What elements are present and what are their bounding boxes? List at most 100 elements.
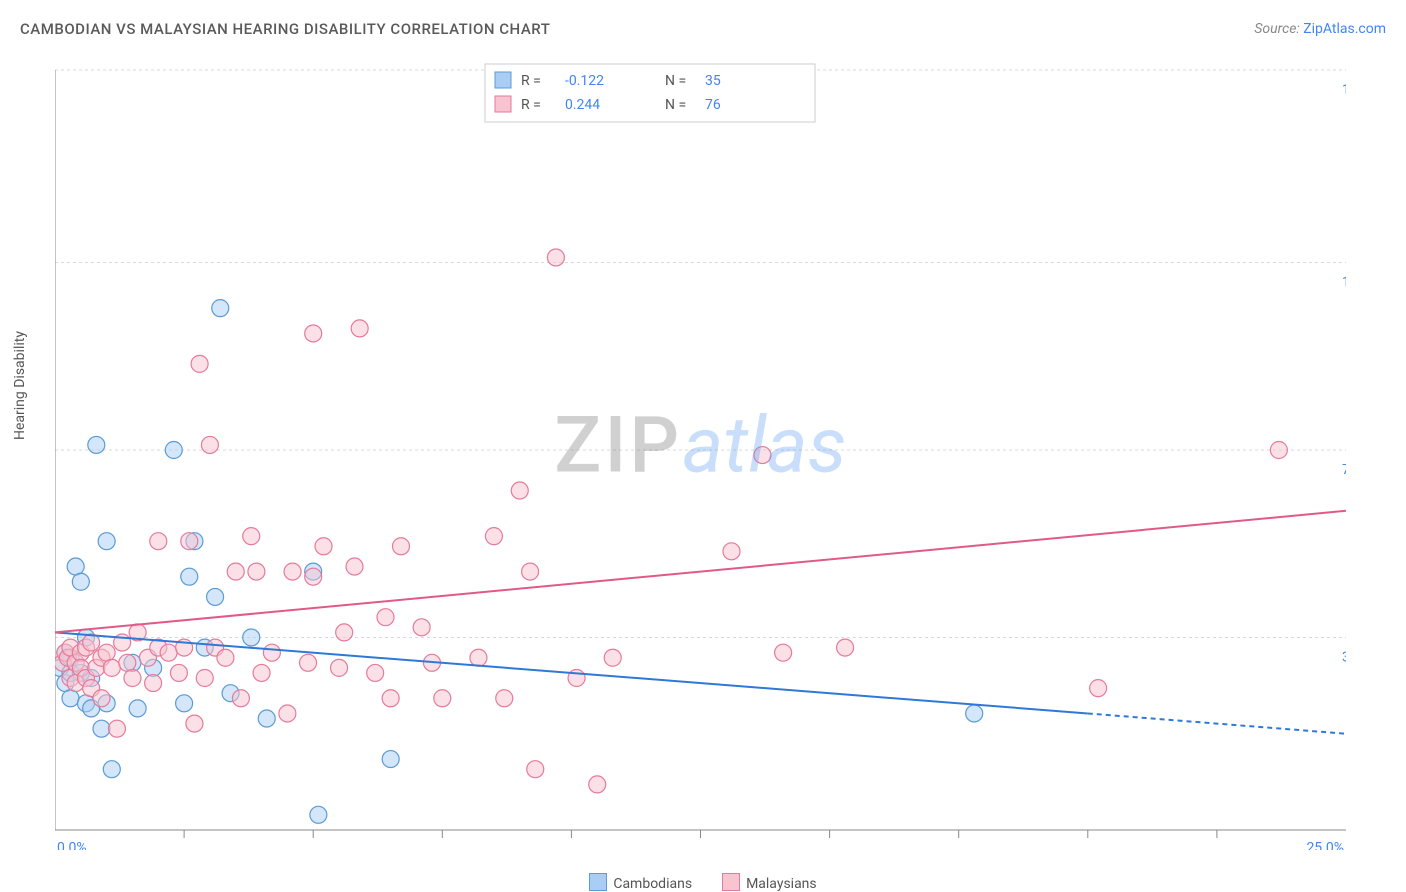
scatter-point — [243, 629, 260, 646]
scatter-point — [217, 649, 234, 666]
scatter-point — [98, 644, 115, 661]
scatter-point — [88, 436, 105, 453]
legend-r-label: R = — [521, 73, 541, 89]
scatter-point — [331, 659, 348, 676]
scatter-point — [336, 624, 353, 641]
scatter-point — [253, 664, 270, 681]
scatter-point — [1270, 442, 1287, 459]
scatter-point — [367, 664, 384, 681]
chart-area: ZIPatlas 3.8%7.5%11.2%15.0%0.0%25.0%R =-… — [55, 60, 1346, 850]
scatter-point — [279, 705, 296, 722]
scatter-point — [108, 720, 125, 737]
scatter-point — [72, 573, 89, 590]
scatter-point — [196, 670, 213, 687]
svg-text:7.5%: 7.5% — [1342, 462, 1346, 478]
trend-line-extrapolated — [1088, 713, 1346, 733]
legend-r-value: -0.122 — [565, 73, 604, 89]
scatter-point — [263, 644, 280, 661]
scatter-point — [346, 558, 363, 575]
scatter-point — [413, 619, 430, 636]
svg-text:3.8%: 3.8% — [1342, 649, 1346, 665]
legend-n-value: 35 — [705, 73, 721, 89]
legend-swatch-icon — [495, 72, 511, 88]
scatter-point — [284, 563, 301, 580]
scatter-point — [98, 533, 115, 550]
svg-text:25.0%: 25.0% — [1306, 840, 1344, 850]
legend-n-label: N = — [665, 97, 686, 113]
scatter-point — [522, 563, 539, 580]
scatter-point — [67, 558, 84, 575]
legend-label-malaysians: Malaysians — [746, 876, 817, 892]
scatter-point — [1090, 680, 1107, 697]
source-prefix: Source: — [1254, 21, 1303, 37]
bottom-legend: Cambodians Malaysians — [0, 873, 1406, 892]
y-axis-label: Hearing Disability — [12, 331, 28, 440]
legend-n-label: N = — [665, 73, 686, 89]
scatter-point — [754, 447, 771, 464]
legend-item-cambodians: Cambodians — [589, 873, 692, 892]
scatter-point — [837, 639, 854, 656]
scatter-point — [150, 533, 167, 550]
scatter-point — [119, 654, 136, 671]
scatter-point — [775, 644, 792, 661]
scatter-point — [124, 670, 141, 687]
scatter-point — [207, 588, 224, 605]
svg-text:0.0%: 0.0% — [57, 840, 87, 850]
scatter-point — [160, 644, 177, 661]
scatter-point — [351, 320, 368, 337]
source-link[interactable]: ZipAtlas.com — [1303, 21, 1386, 37]
scatter-point — [165, 442, 182, 459]
scatter-point — [305, 568, 322, 585]
scatter-point — [966, 705, 983, 722]
scatter-point — [103, 761, 120, 778]
scatter-point — [103, 659, 120, 676]
legend-r-label: R = — [521, 97, 541, 113]
scatter-point — [248, 563, 265, 580]
scatter-point — [258, 710, 275, 727]
scatter-point — [315, 538, 332, 555]
scatter-point — [170, 664, 187, 681]
scatter-point — [604, 649, 621, 666]
scatter-point — [93, 690, 110, 707]
scatter-point — [511, 482, 528, 499]
scatter-point — [243, 528, 260, 545]
legend-swatch-malaysians — [722, 873, 740, 891]
scatter-point — [382, 751, 399, 768]
svg-text:15.0%: 15.0% — [1342, 82, 1346, 98]
scatter-point — [201, 436, 218, 453]
scatter-point — [434, 690, 451, 707]
scatter-point — [186, 715, 203, 732]
scatter-point — [527, 761, 544, 778]
scatter-point — [392, 538, 409, 555]
source-attribution: Source: ZipAtlas.com — [1254, 21, 1386, 37]
legend-swatch-cambodians — [589, 873, 607, 891]
scatter-point — [93, 720, 110, 737]
scatter-point — [382, 690, 399, 707]
scatter-point — [181, 533, 198, 550]
scatter-point — [232, 690, 249, 707]
scatter-point — [62, 690, 79, 707]
scatter-point — [212, 300, 229, 317]
scatter-point — [227, 563, 244, 580]
legend-swatch-icon — [495, 96, 511, 112]
legend-label-cambodians: Cambodians — [613, 876, 692, 892]
scatter-point — [305, 325, 322, 342]
legend-n-value: 76 — [705, 97, 721, 113]
scatter-point — [470, 649, 487, 666]
scatter-point — [377, 609, 394, 626]
legend-item-malaysians: Malaysians — [722, 873, 817, 892]
scatter-point — [145, 675, 162, 692]
scatter-point — [547, 249, 564, 266]
scatter-point — [723, 543, 740, 560]
scatter-point — [300, 654, 317, 671]
scatter-point — [496, 690, 513, 707]
legend-r-value: 0.244 — [565, 97, 600, 113]
scatter-point — [191, 355, 208, 372]
chart-title: CAMBODIAN VS MALAYSIAN HEARING DISABILIT… — [20, 20, 550, 38]
svg-text:11.2%: 11.2% — [1342, 275, 1346, 291]
scatter-point — [485, 528, 502, 545]
scatter-point — [176, 695, 193, 712]
scatter-point — [181, 568, 198, 585]
scatter-point — [589, 776, 606, 793]
scatter-point — [310, 806, 327, 823]
